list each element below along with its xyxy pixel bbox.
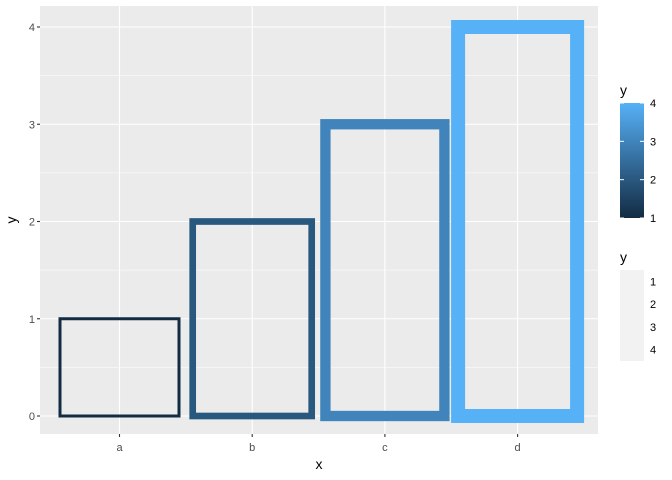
color-legend-ticks: 1 2 3 4 [620, 98, 656, 225]
bars [58, 20, 585, 423]
size-legend-label: 3 [650, 322, 656, 334]
bar-c [320, 119, 450, 422]
y-tick-label: 1 [29, 314, 35, 326]
size-legend-title: y [620, 249, 627, 265]
size-legend-label: 2 [650, 299, 656, 311]
size-legend-entries: 1 2 3 4 [650, 276, 656, 356]
bar-b [189, 218, 316, 420]
bar-a [58, 317, 181, 418]
plot-panel [40, 6, 598, 434]
x-tick-label: b [249, 442, 255, 454]
y-tick-label: 2 [29, 217, 35, 229]
y-tick-label: 0 [29, 411, 35, 423]
size-legend-label: 1 [650, 276, 656, 288]
bar-d [451, 20, 585, 423]
color-legend-label: 1 [650, 213, 656, 225]
x-tick-label: a [116, 442, 123, 454]
color-legend-title: y [620, 82, 627, 98]
size-legend-label: 4 [650, 345, 656, 357]
x-axis-title: x [316, 456, 323, 472]
y-tick-label: 4 [29, 22, 35, 34]
x-tick-label: c [382, 442, 388, 454]
y-axis-title: y [3, 217, 19, 224]
x-axis: a b c d [116, 434, 521, 454]
x-tick-label: d [515, 442, 521, 454]
color-legend-label: 4 [650, 98, 656, 110]
y-tick-label: 3 [29, 119, 35, 131]
y-axis: 0 1 2 3 4 [29, 22, 40, 423]
color-legend-label: 3 [650, 136, 656, 148]
color-legend: y 1 2 3 4 [620, 82, 656, 225]
color-legend-bar [620, 103, 644, 218]
color-legend-label: 2 [650, 175, 656, 187]
size-legend: y 1 2 3 4 [620, 249, 656, 361]
size-legend-keys [620, 270, 644, 361]
